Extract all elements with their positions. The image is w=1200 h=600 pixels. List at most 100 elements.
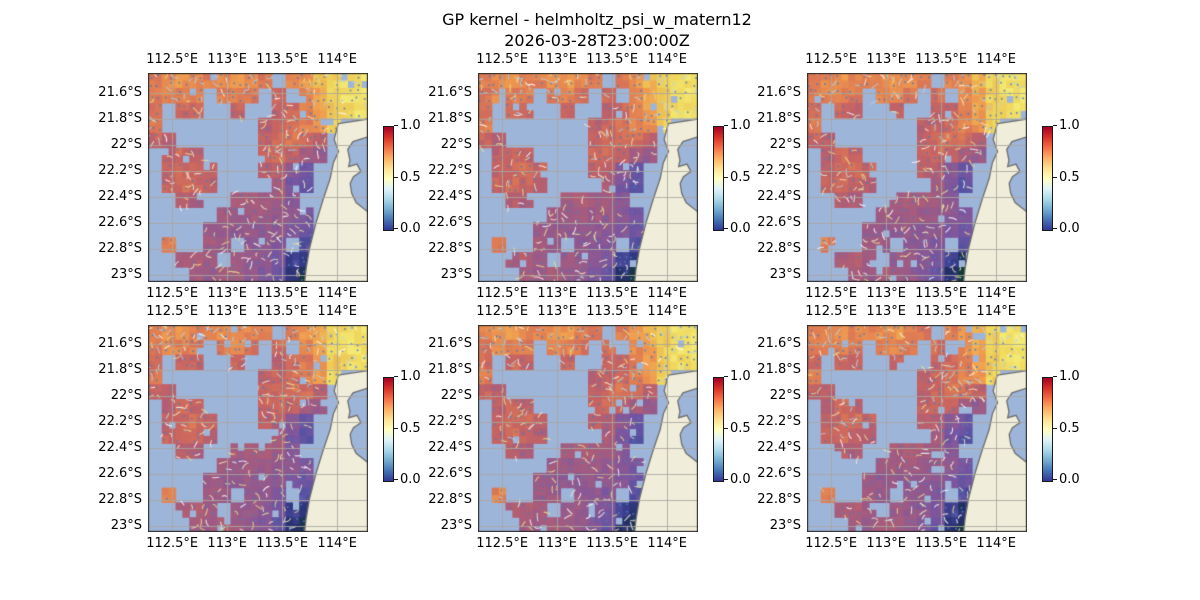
lon-tick-label: 113.5°E — [915, 536, 968, 551]
colorbar-tick-label: 0.5 — [1059, 170, 1080, 185]
colorbar — [383, 126, 394, 231]
colorbar-tick — [724, 125, 728, 127]
colorbar-tick — [724, 479, 728, 481]
lat-tick-label: 22.8°S — [98, 491, 142, 507]
lon-tick-label: 114°E — [647, 536, 687, 551]
map-panel — [807, 325, 1027, 532]
lon-tick-label: 113.5°E — [915, 52, 968, 67]
lat-tick-label: 22.8°S — [428, 491, 472, 507]
map-panel — [148, 325, 368, 532]
lon-tick-label: 112.5°E — [805, 536, 858, 551]
lon-tick-label: 113°E — [866, 304, 906, 319]
lat-tick-label: 22.4°S — [98, 189, 142, 205]
lon-tick-label: 113.5°E — [256, 52, 309, 67]
lat-tick-label: 22.2°S — [428, 162, 472, 178]
lon-tick-label: 112.5°E — [476, 536, 529, 551]
lon-tick-label: 113°E — [207, 52, 247, 67]
lon-tick-label: 112.5°E — [805, 52, 858, 67]
colorbar-tick-label: 0.5 — [1059, 421, 1080, 436]
lon-tick-label: 112.5°E — [476, 286, 529, 301]
colorbar-tick — [394, 125, 398, 127]
colorbar-tick — [724, 228, 728, 230]
colorbar-tick-label: 0.5 — [400, 421, 421, 436]
lon-tick-label: 113°E — [537, 52, 577, 67]
lon-tick-label: 112.5°E — [146, 304, 199, 319]
lon-tick-label: 113°E — [207, 286, 247, 301]
lon-tick-label: 114°E — [647, 286, 687, 301]
colorbar-tick-label: 1.0 — [1059, 118, 1080, 133]
colorbar-tick-label: 0.0 — [730, 221, 751, 236]
lon-tick-label: 112.5°E — [476, 304, 529, 319]
colorbar-tick — [394, 428, 398, 430]
lon-tick-label: 114°E — [647, 304, 687, 319]
colorbar-tick-label: 0.0 — [400, 472, 421, 487]
map-canvas — [478, 73, 698, 282]
lat-tick-label: 21.8°S — [428, 362, 472, 378]
lat-tick-label: 21.8°S — [428, 110, 472, 126]
lat-tick-label: 23°S — [110, 267, 142, 283]
lat-tick-label: 22.4°S — [428, 189, 472, 205]
lon-tick-label: 113°E — [207, 304, 247, 319]
lon-tick-label: 114°E — [317, 536, 357, 551]
colorbar-tick-label: 0.0 — [1059, 221, 1080, 236]
colorbar-tick — [1053, 428, 1057, 430]
lon-tick-label: 112.5°E — [476, 52, 529, 67]
lon-tick-label: 113°E — [537, 536, 577, 551]
lon-tick-label: 113.5°E — [586, 536, 639, 551]
lon-tick-label: 114°E — [317, 304, 357, 319]
lon-tick-label: 113.5°E — [586, 286, 639, 301]
lon-tick-label: 113°E — [537, 286, 577, 301]
colorbar — [713, 126, 724, 231]
lat-tick-label: 21.8°S — [98, 110, 142, 126]
lat-tick-label: 21.8°S — [757, 362, 801, 378]
colorbar-tick — [1053, 228, 1057, 230]
lat-tick-label: 22°S — [769, 388, 801, 404]
colorbar-tick-label: 0.0 — [1059, 472, 1080, 487]
lat-tick-label: 21.8°S — [98, 362, 142, 378]
colorbar — [1042, 377, 1053, 482]
colorbar-tick — [394, 479, 398, 481]
lat-tick-label: 22.6°S — [98, 465, 142, 481]
lat-tick-label: 22°S — [110, 136, 142, 152]
lat-tick-label: 21.6°S — [757, 336, 801, 352]
lon-tick-label: 113.5°E — [256, 286, 309, 301]
lon-tick-label: 114°E — [976, 536, 1016, 551]
lat-tick-label: 22.4°S — [428, 439, 472, 455]
colorbar — [1042, 126, 1053, 231]
colorbar-tick-label: 1.0 — [400, 369, 421, 384]
figure-title: GP kernel - helmholtz_psi_w_matern12 — [442, 10, 752, 29]
lon-tick-label: 114°E — [317, 286, 357, 301]
colorbar-tick — [394, 228, 398, 230]
map-panel — [148, 73, 368, 282]
lon-tick-label: 112.5°E — [805, 286, 858, 301]
lon-tick-label: 113.5°E — [256, 304, 309, 319]
colorbar-tick-label: 0.0 — [400, 221, 421, 236]
lon-tick-label: 112.5°E — [805, 304, 858, 319]
lat-tick-label: 21.6°S — [98, 336, 142, 352]
colorbar-tick — [1053, 125, 1057, 127]
lat-tick-label: 22.8°S — [757, 491, 801, 507]
colorbar — [383, 377, 394, 482]
lon-tick-label: 113.5°E — [586, 304, 639, 319]
lat-tick-label: 22.4°S — [757, 439, 801, 455]
lon-tick-label: 113°E — [866, 52, 906, 67]
colorbar-tick — [1053, 177, 1057, 179]
lon-tick-label: 113.5°E — [586, 52, 639, 67]
lon-tick-label: 114°E — [317, 52, 357, 67]
lat-tick-label: 23°S — [440, 267, 472, 283]
lat-tick-label: 22°S — [769, 136, 801, 152]
lat-tick-label: 22°S — [440, 136, 472, 152]
colorbar-tick-label: 0.5 — [730, 421, 751, 436]
lat-tick-label: 22.6°S — [98, 215, 142, 231]
lat-tick-label: 21.8°S — [757, 110, 801, 126]
colorbar-tick-label: 0.5 — [730, 170, 751, 185]
map-canvas — [478, 325, 698, 532]
lat-tick-label: 22.8°S — [428, 241, 472, 257]
lat-tick-label: 22.2°S — [757, 162, 801, 178]
map-canvas — [807, 73, 1027, 282]
lat-tick-label: 22.6°S — [428, 465, 472, 481]
colorbar-tick — [724, 428, 728, 430]
lat-tick-label: 21.6°S — [428, 84, 472, 100]
lat-tick-label: 22.2°S — [757, 414, 801, 430]
